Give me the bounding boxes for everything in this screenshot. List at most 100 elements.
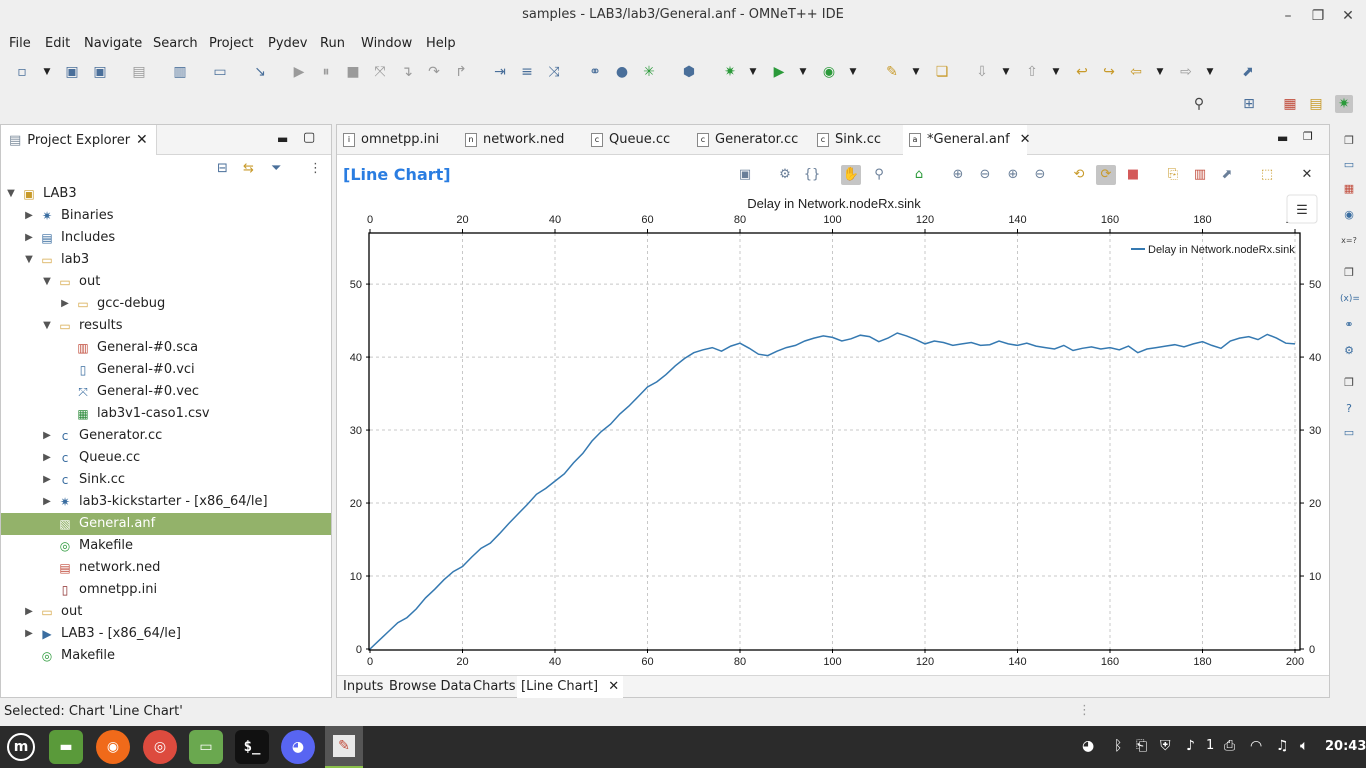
collapse-all-icon[interactable]: ⊟ [217, 161, 228, 176]
export-chart-icon[interactable]: ⬈ [1221, 167, 1233, 182]
run-icon[interactable]: ▶ [773, 64, 785, 80]
open-perspective-bar-icon[interactable]: ⊞ [1243, 96, 1255, 112]
resume-icon[interactable]: ▶ [293, 64, 305, 80]
zoom-in-icon[interactable]: ⊕ [952, 167, 964, 182]
wifi-icon[interactable]: ◠ [1250, 738, 1263, 754]
tree-item[interactable]: ▶ ▶ LAB3 - [x86_64/le] [1, 623, 331, 645]
volume-icon[interactable]: 🔈︎ [1300, 738, 1309, 754]
chevron-down-icon[interactable]: ▼ [7, 188, 15, 199]
omnetpp-ide-taskbar-icon[interactable]: ✎ [325, 726, 363, 768]
clock[interactable]: 20:43 [1325, 739, 1366, 754]
link-icon[interactable]: ⚭ [589, 64, 601, 80]
tree-item[interactable]: ▶ ✷ Binaries [1, 205, 331, 227]
use-step-filters-icon[interactable]: ⇥ [494, 64, 506, 80]
editor-tab[interactable]: n network.ned [459, 125, 583, 155]
restore-editor-icon[interactable]: ❐ [1303, 130, 1313, 143]
minimize-icon[interactable]: – [1284, 8, 1292, 24]
perspective-cpp-icon[interactable]: ▦ [1283, 96, 1297, 112]
restore-view-2-icon[interactable]: ❐ [1344, 266, 1354, 279]
close-chart-icon[interactable]: ✕ [1301, 167, 1313, 182]
maximize-view-icon[interactable]: ▢ [303, 130, 316, 145]
help-view-icon[interactable]: ? [1346, 402, 1352, 415]
tree-item[interactable]: ▶ c Queue.cc [1, 447, 331, 469]
chevron-right-icon[interactable]: ▶ [43, 474, 51, 485]
next-annotation-dropdown-icon[interactable]: ▼ [1002, 67, 1010, 77]
chevron-right-icon[interactable]: ▶ [43, 496, 51, 507]
forward-dropdown-icon[interactable]: ▼ [1206, 67, 1214, 77]
tree-item[interactable]: ▼ ▣ LAB3 [1, 183, 331, 205]
tool-dropdown-icon[interactable]: ▼ [912, 67, 920, 77]
chevron-down-icon[interactable]: ▼ [25, 254, 33, 265]
open-type-icon[interactable]: ▥ [173, 64, 187, 80]
tree-item[interactable]: ◎ Makefile [1, 535, 331, 557]
console-view-icon[interactable]: ▭ [1343, 158, 1355, 171]
maximize-icon[interactable]: ❐ [1311, 8, 1325, 24]
registers-view-icon[interactable]: ⚙ [1344, 344, 1354, 357]
chevron-right-icon[interactable]: ▶ [43, 430, 51, 441]
tree-item[interactable]: ◎ Makefile [1, 645, 331, 667]
debug-icon[interactable]: ✷ [724, 64, 736, 80]
save-chart-icon[interactable]: ▣ [738, 167, 752, 182]
perspective-resource-icon[interactable]: ▤ [1309, 96, 1323, 112]
line-chart[interactable]: 0020204040606080801001001201201401401601… [343, 191, 1323, 673]
tool-icon[interactable]: ✎ [886, 64, 898, 80]
skip-breakpoints-icon[interactable]: ↘ [254, 64, 266, 80]
chrome-icon[interactable]: ◎ [143, 730, 177, 764]
chevron-right-icon[interactable]: ▶ [25, 210, 33, 221]
variables-view-icon[interactable]: (x)= [1340, 294, 1360, 304]
debug-launch-icon[interactable]: ✳ [643, 64, 655, 80]
tree-item[interactable]: ▶ ▭ gcc-debug [1, 293, 331, 315]
tree-item[interactable]: ▧ General.anf [1, 513, 331, 535]
perspective-simulation-icon[interactable]: ✷ [1335, 95, 1353, 113]
properties-view-icon[interactable]: ▦ [1343, 182, 1355, 195]
bluetooth-icon[interactable]: ᛒ [1114, 738, 1123, 754]
debug-view-icon[interactable]: ◉ [1344, 208, 1354, 221]
stop-icon[interactable]: ■ [1126, 167, 1140, 182]
debug-dropdown-icon[interactable]: ▼ [749, 67, 757, 77]
terminal-icon[interactable]: $_ [235, 730, 269, 764]
menu-edit[interactable]: Edit [45, 36, 71, 51]
step-over-icon[interactable]: ↷ [428, 64, 440, 80]
copy-chart-icon[interactable]: ⎘ [1167, 167, 1179, 182]
prev-annotation-icon[interactable]: ⇧ [1026, 64, 1038, 80]
discord-icon[interactable]: ◕ [281, 730, 315, 764]
save-icon[interactable]: ▣ [65, 64, 79, 80]
menu-help[interactable]: Help [426, 36, 456, 51]
page-tab[interactable]: Charts [469, 676, 520, 698]
tree-item[interactable]: ▯ General-#0.vci [1, 359, 331, 381]
auto-refresh-icon[interactable]: ⟳ [1096, 165, 1116, 185]
goto-chart-definition-icon[interactable]: ⬚ [1260, 167, 1274, 182]
tree-item[interactable]: ⤧ General-#0.vec [1, 381, 331, 403]
pan-mode-icon[interactable]: ✋ [841, 165, 861, 185]
link-with-editor-icon[interactable]: ⇆ [243, 161, 254, 176]
terminate-icon[interactable]: ■ [346, 64, 360, 80]
menu-window[interactable]: Window [361, 36, 413, 51]
run-external-dropdown-icon[interactable]: ▼ [849, 67, 857, 77]
menu-file[interactable]: File [9, 36, 31, 51]
tree-item[interactable]: ▥ General-#0.sca [1, 337, 331, 359]
menu-search[interactable]: Search [153, 36, 198, 51]
new-dropdown-icon[interactable]: ▼ [43, 67, 51, 77]
tree-item[interactable]: ▼ ▭ out [1, 271, 331, 293]
discord-tray-icon[interactable]: ◕ [1082, 738, 1095, 754]
editor-tab[interactable]: a *General.anf ✕ [903, 125, 1031, 155]
printer-icon[interactable]: ⎙ [1224, 738, 1236, 754]
folder-app-icon[interactable]: ▭ [189, 730, 223, 764]
firefox-icon[interactable]: ◉ [96, 730, 130, 764]
refresh-icon[interactable]: ⟲ [1073, 167, 1085, 182]
menu-pydev[interactable]: Pydev [268, 36, 308, 51]
run-external-icon[interactable]: ◉ [822, 64, 836, 80]
zoom-out-x-icon[interactable]: ⊖ [1034, 167, 1046, 182]
editor-tab[interactable]: c Queue.cc [585, 125, 689, 155]
tree-item[interactable]: ▦ lab3v1-caso1.csv [1, 403, 331, 425]
format-icon[interactable]: ≡ [521, 64, 533, 80]
zoom-out-icon[interactable]: ⊖ [979, 167, 991, 182]
project-explorer-tab[interactable]: ▤ Project Explorer ✕ [1, 125, 157, 155]
chevron-right-icon[interactable]: ▶ [25, 628, 33, 639]
zoom-mode-icon[interactable]: ⚲ [874, 167, 884, 182]
breakpoints-view-icon[interactable]: ⚭ [1344, 318, 1354, 331]
close-icon[interactable]: ✕ [1342, 8, 1354, 24]
last-edit-icon[interactable]: ↩ [1076, 64, 1088, 80]
close-icon[interactable]: ✕ [136, 132, 148, 148]
forward-icon[interactable]: ⇨ [1180, 64, 1192, 80]
